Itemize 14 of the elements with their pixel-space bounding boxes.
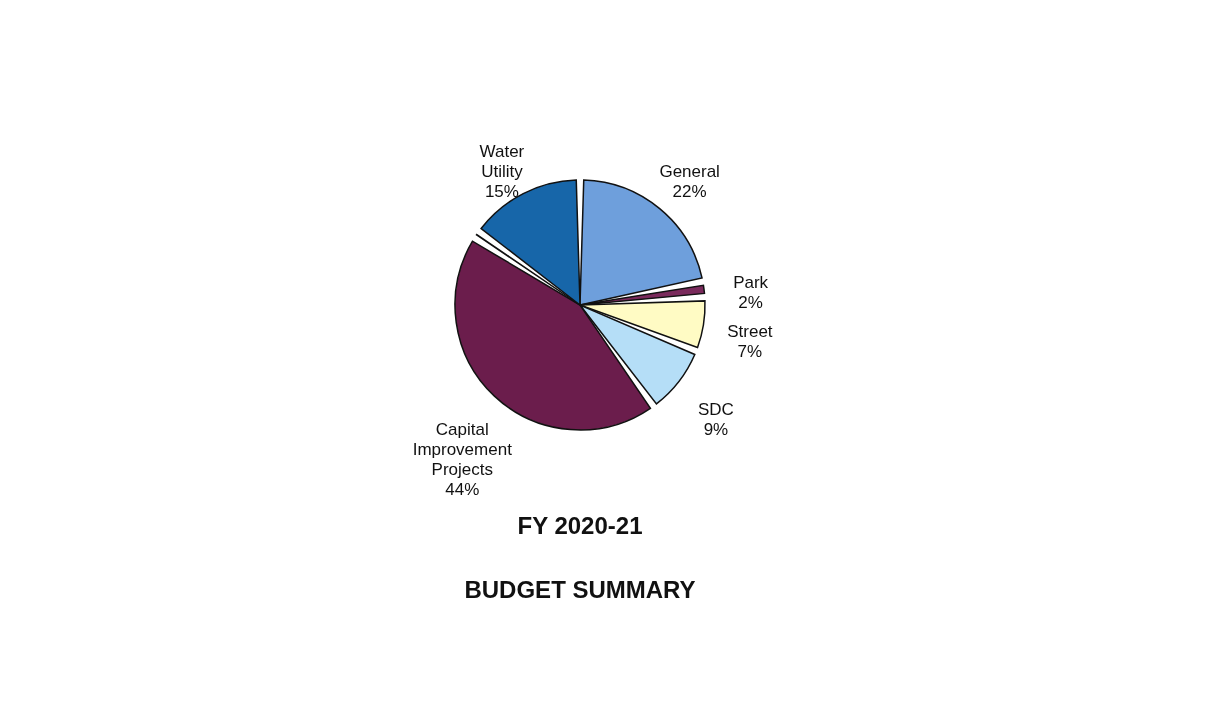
slice-label: Park: [733, 273, 769, 293]
text: FY 2020-21: [517, 512, 643, 539]
data-label: 9%: [703, 420, 729, 440]
slice-label: Water Utility: [479, 141, 525, 181]
data-label: 22%: [672, 182, 707, 202]
slice-label: Street: [727, 321, 773, 341]
data-label: 44%: [445, 480, 480, 500]
data-label: 2%: [738, 293, 763, 313]
slice-label: SDC: [697, 400, 734, 420]
text: BUDGET SUMMARY: [464, 576, 696, 603]
slice-label: Capital Improvement Projects: [412, 420, 513, 480]
data-label: 15%: [484, 181, 519, 201]
slice-label: General: [659, 162, 720, 182]
data-label: 7%: [737, 341, 763, 361]
